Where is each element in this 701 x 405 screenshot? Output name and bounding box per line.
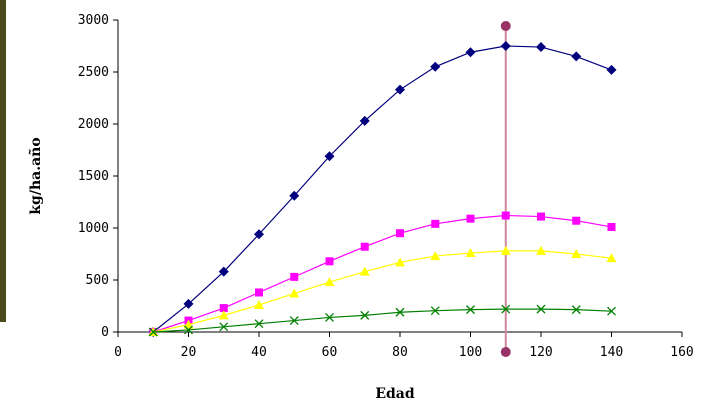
series-3-point	[183, 319, 194, 329]
series-4-point	[325, 312, 334, 322]
series-2-point	[396, 229, 404, 238]
series-3-point	[430, 251, 441, 261]
series-4-point	[254, 319, 264, 329]
x-tick-label: 60	[322, 345, 338, 360]
series-1-point	[430, 61, 441, 72]
series-2-point	[537, 212, 545, 221]
series-4-point	[148, 327, 158, 337]
x-tick-label: 80	[392, 345, 408, 360]
series-3-point	[465, 247, 476, 257]
y-tick-label: 0	[101, 325, 109, 340]
series-2-point	[431, 219, 440, 228]
series-1-point	[606, 64, 617, 75]
series-4-point	[219, 322, 229, 332]
left-edge-bar	[0, 0, 6, 322]
series-2-point	[255, 288, 263, 297]
y-axis-ticks: 0 500 1000 1500 2000 2500 3000	[78, 13, 118, 340]
x-tick-label: 160	[670, 345, 693, 360]
series-group	[148, 41, 617, 337]
series-4-point	[466, 305, 475, 315]
series-3-point	[536, 245, 546, 255]
reference-line-top-marker	[500, 21, 511, 31]
series-4-point	[536, 304, 546, 314]
axes	[117, 20, 682, 333]
series-1-point	[571, 51, 582, 62]
series-1-point	[254, 229, 264, 240]
series-2-point	[219, 304, 228, 313]
series-3-point	[395, 257, 405, 267]
series-2-point	[572, 216, 581, 225]
y-tick-label: 2500	[78, 65, 109, 80]
series-1-line	[152, 45, 612, 333]
series-4-point	[289, 316, 299, 326]
y-tick-label: 1500	[78, 169, 109, 184]
y-tick-label: 2000	[78, 117, 109, 132]
series-3-point	[324, 277, 335, 287]
series-1-point	[324, 151, 335, 162]
x-tick-label: 40	[251, 345, 267, 360]
x-tick-label: 20	[181, 345, 197, 360]
series-2-line	[153, 214, 612, 333]
series-3-point	[606, 253, 617, 263]
series-1-point	[465, 47, 476, 58]
reference-line	[500, 21, 511, 357]
series-2-point	[325, 257, 334, 266]
series-1-point	[500, 41, 511, 51]
y-axis-title: kg/ha.año	[27, 137, 44, 214]
x-axis-ticks: 0 20 40 60 80 100 120 140 160	[114, 332, 694, 360]
series-4-point	[395, 307, 405, 317]
series-4-point	[360, 310, 370, 320]
series-3-point	[289, 288, 300, 298]
series-2-point	[360, 242, 369, 251]
series-2-point	[466, 214, 475, 223]
series-4-point	[607, 306, 616, 316]
x-tick-label: 120	[529, 345, 552, 360]
reference-line-bottom-marker	[500, 347, 511, 357]
y-tick-label: 500	[86, 273, 109, 288]
series-3-point	[571, 249, 582, 258]
series-1-point	[359, 115, 370, 126]
x-tick-label: 0	[114, 345, 122, 360]
series-3-line	[153, 250, 612, 333]
series-1-point	[395, 84, 405, 95]
x-axis-title: Edad	[375, 386, 415, 402]
series-2-point	[607, 222, 616, 231]
y-tick-label: 1000	[78, 221, 109, 236]
series-1-point	[536, 42, 546, 53]
series-4-point	[184, 325, 193, 335]
series-1-point	[289, 190, 300, 201]
series-3-point	[359, 266, 370, 276]
series-3-point	[254, 299, 264, 309]
x-tick-label: 100	[459, 345, 482, 360]
series-4-line	[153, 308, 612, 333]
series-3-point	[500, 245, 511, 255]
series-1-point	[218, 266, 229, 277]
series-4-point	[501, 304, 511, 314]
series-3-point	[218, 310, 229, 320]
series-2-point	[290, 272, 299, 281]
series-4-point	[430, 306, 440, 316]
y-tick-label: 3000	[78, 13, 109, 28]
x-tick-label: 140	[600, 345, 623, 360]
series-1-point	[183, 298, 194, 309]
series-2-point	[501, 211, 510, 220]
series-4-point	[571, 305, 581, 315]
